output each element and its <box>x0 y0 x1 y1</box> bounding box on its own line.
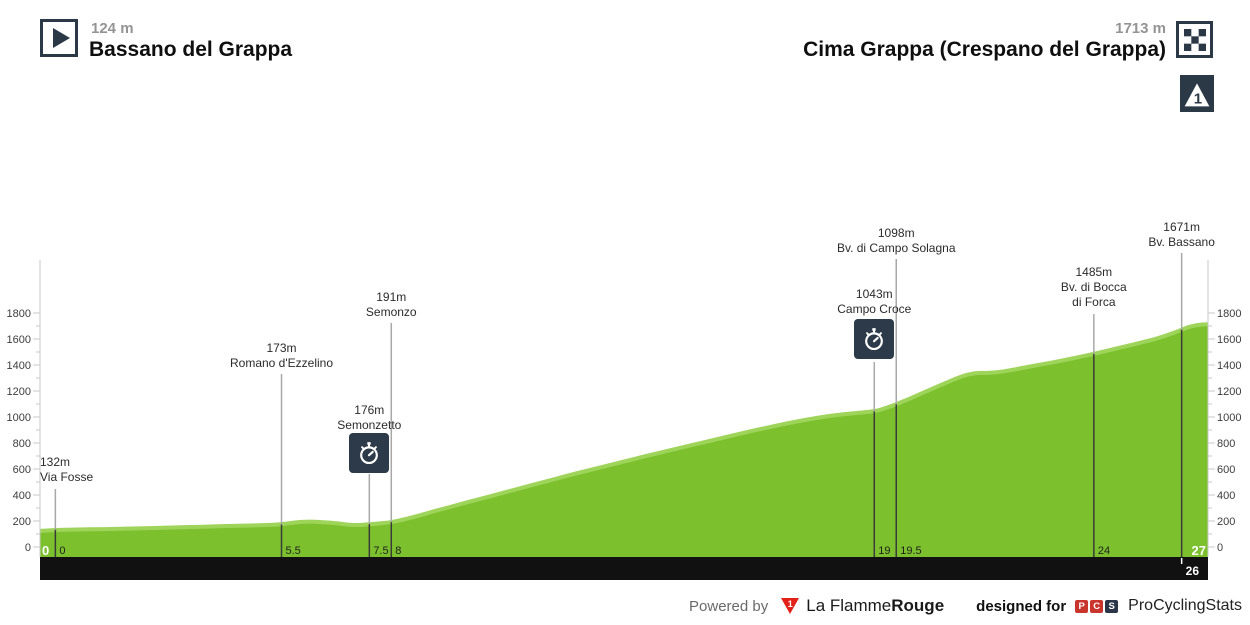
pcs-letter-s: S <box>1105 599 1119 613</box>
y-axis-label: 0 <box>1217 542 1223 554</box>
km-label-bar: 26 <box>1186 564 1200 578</box>
y-axis-label: 200 <box>13 516 31 528</box>
distance-bar <box>40 557 1208 580</box>
y-axis-label: 1800 <box>1217 308 1241 320</box>
km-label: 19.5 <box>900 545 921 557</box>
red-triangle-icon <box>781 597 800 614</box>
procyclingstats-logo-icon[interactable]: P C S <box>1075 599 1120 613</box>
km-label: 5.5 <box>286 545 301 557</box>
category-1-climb-icon: 1 <box>1180 75 1214 112</box>
start-location-name: Bassano del Grappa <box>89 38 293 61</box>
km-end-label: 27 <box>1192 543 1206 558</box>
laflammerouge-logo-icon[interactable]: 1 <box>781 597 800 615</box>
finish-location-name: Cima Grappa (Crespano del Grappa) <box>803 38 1166 61</box>
lfr-name-bold: Rouge <box>891 596 945 615</box>
y-axis-label: 1600 <box>7 334 31 346</box>
y-axis-label: 0 <box>25 542 31 554</box>
y-axis-label: 1000 <box>1217 412 1241 424</box>
km-label: 24 <box>1098 545 1110 557</box>
y-axis-label: 1000 <box>7 412 31 424</box>
finish-elevation: 1713 m <box>1115 20 1166 37</box>
y-axis-label: 1200 <box>7 386 31 398</box>
start-elevation: 124 m <box>91 20 134 37</box>
pcs-letter-c: C <box>1090 599 1104 613</box>
designed-for-label: designed for <box>976 597 1067 615</box>
km-label: 7.5 <box>373 545 388 557</box>
laflammerouge-logo-number: 1 <box>787 598 793 609</box>
elevation-area-edge <box>39 322 1209 533</box>
svg-text:1: 1 <box>1194 90 1202 107</box>
y-axis-label: 600 <box>1217 464 1235 476</box>
start-play-icon <box>40 19 78 57</box>
km-start-label: 0 <box>42 543 49 558</box>
y-axis-label: 600 <box>13 464 31 476</box>
y-axis-label: 1400 <box>7 360 31 372</box>
pcs-letter-p: P <box>1075 599 1089 613</box>
finish-flag-icon <box>1176 21 1213 58</box>
y-axis-label: 1800 <box>7 308 31 320</box>
y-axis-label: 1400 <box>1217 360 1241 372</box>
footer-credits: Powered by 1 La FlammeRouge designed for… <box>689 593 1242 619</box>
y-axis-label: 800 <box>1217 438 1235 450</box>
powered-by-label: Powered by <box>689 597 769 615</box>
y-axis-label: 1200 <box>1217 386 1241 398</box>
laflammerouge-link[interactable]: La FlammeRouge <box>806 596 944 616</box>
y-axis-label: 800 <box>13 438 31 450</box>
y-axis-label: 200 <box>1217 516 1235 528</box>
mountain-category-icon: 1 <box>1184 82 1210 107</box>
y-axis-label: 400 <box>13 490 31 502</box>
lfr-name-regular: La Flamme <box>806 596 892 615</box>
km-label: 19 <box>878 545 890 557</box>
play-triangle-icon <box>52 28 70 48</box>
km-label: 0 <box>59 545 65 557</box>
y-axis-label: 1600 <box>1217 334 1241 346</box>
km-label: 8 <box>395 545 401 557</box>
y-axis-label: 400 <box>1217 490 1235 502</box>
procyclingstats-link[interactable]: ProCyclingStats <box>1128 597 1242 614</box>
elevation-area <box>40 324 1208 557</box>
checkered-flag-icon <box>1183 28 1206 51</box>
